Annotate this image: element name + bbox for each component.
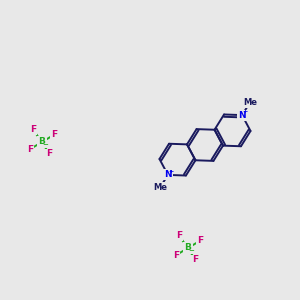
- Text: Me: Me: [243, 98, 257, 106]
- Text: F: F: [173, 251, 179, 260]
- Text: F: F: [27, 145, 33, 154]
- Text: +: +: [169, 169, 174, 174]
- Text: −: −: [188, 248, 194, 254]
- Text: +: +: [243, 110, 248, 114]
- Text: B: B: [184, 244, 191, 253]
- Text: F: F: [30, 125, 36, 134]
- Text: F: F: [192, 256, 198, 265]
- Text: F: F: [176, 232, 182, 241]
- Text: F: F: [197, 236, 203, 245]
- Text: −: −: [42, 142, 48, 148]
- Text: F: F: [51, 130, 57, 139]
- Text: B: B: [39, 137, 45, 146]
- Text: N: N: [238, 111, 246, 120]
- Text: F: F: [46, 149, 52, 158]
- Text: N: N: [164, 170, 172, 179]
- Text: Me: Me: [153, 183, 167, 192]
